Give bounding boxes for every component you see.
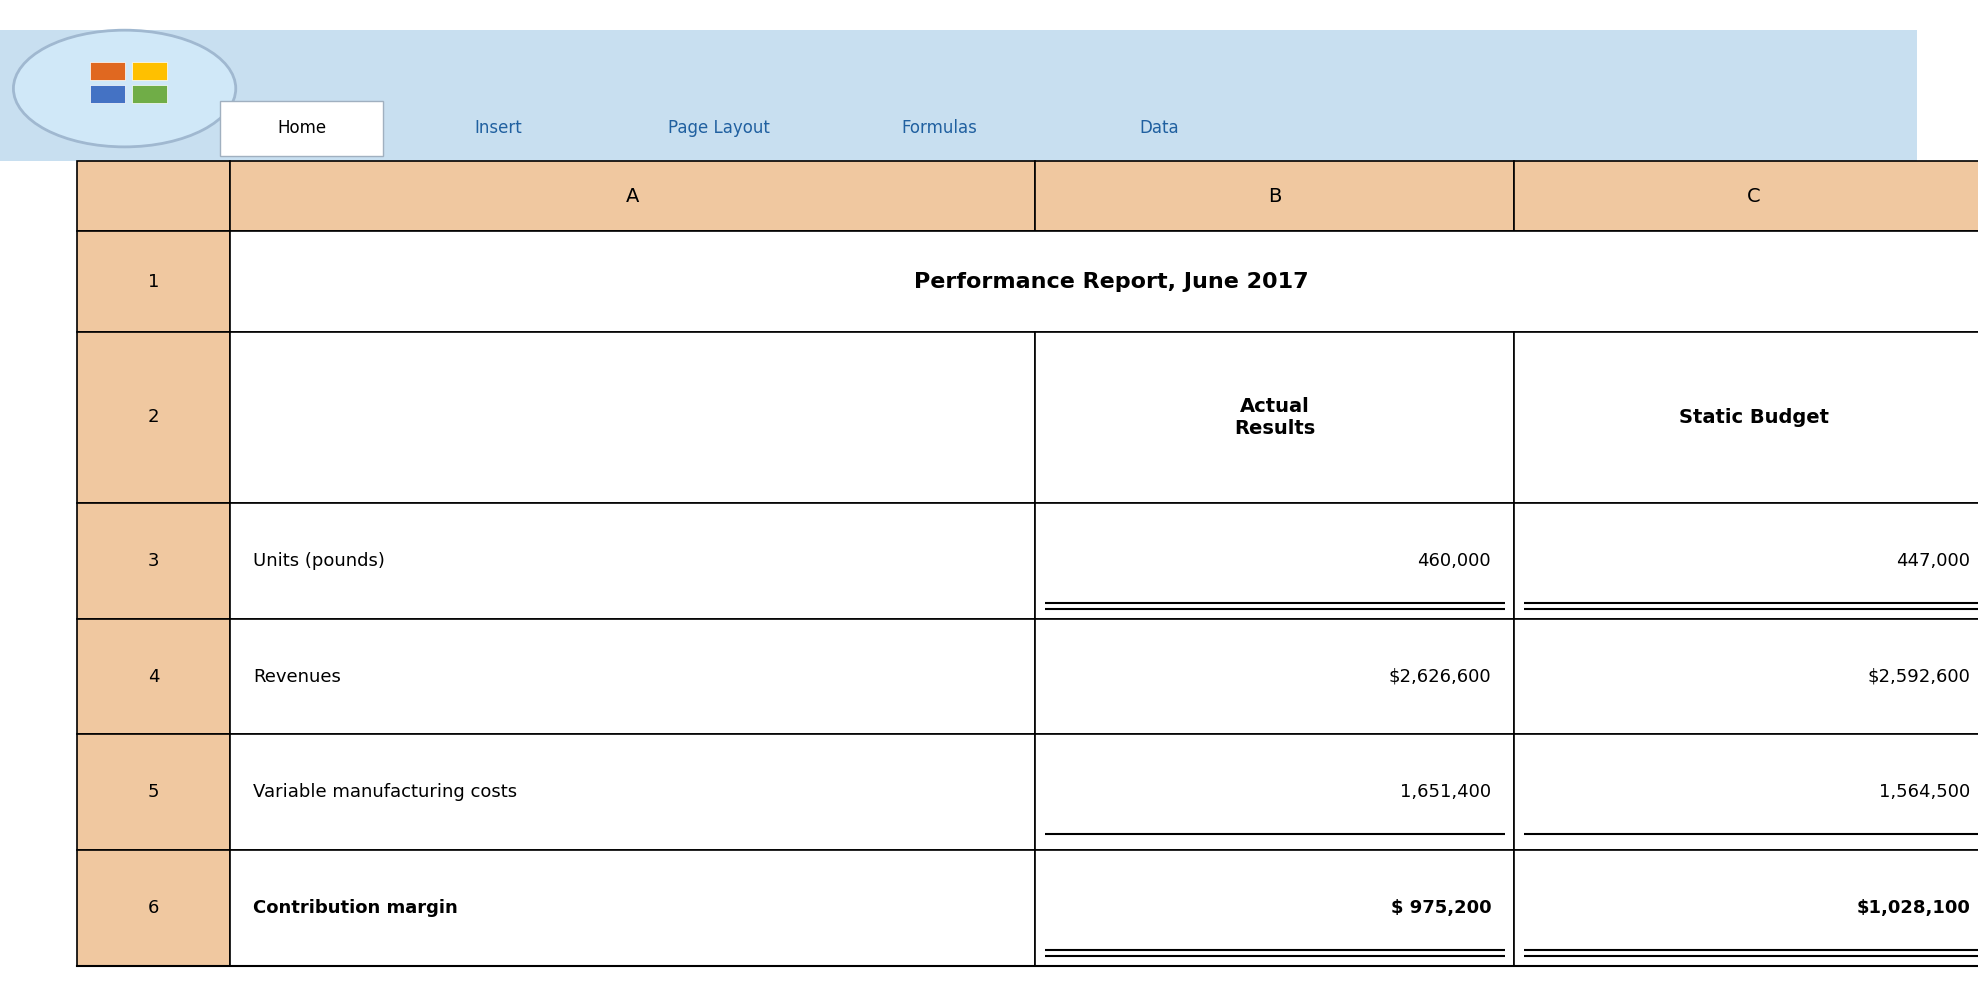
Text: $ 975,200: $ 975,200 — [1391, 899, 1491, 916]
Circle shape — [14, 30, 235, 147]
Bar — [1515, 850, 1978, 966]
Bar — [229, 231, 1978, 332]
Text: A: A — [625, 187, 639, 205]
Bar — [0, 30, 1917, 161]
Text: 3: 3 — [148, 552, 158, 569]
Text: B: B — [1268, 187, 1282, 205]
Bar — [1034, 619, 1515, 734]
Text: Static Budget: Static Budget — [1679, 408, 1830, 427]
Bar — [1034, 850, 1515, 966]
Text: 5: 5 — [148, 784, 158, 801]
Text: Insert: Insert — [475, 119, 522, 137]
Text: 2: 2 — [148, 408, 158, 427]
Text: Formulas: Formulas — [902, 119, 977, 137]
Bar — [77, 619, 229, 734]
Text: 1: 1 — [148, 273, 158, 291]
Bar — [1515, 619, 1978, 734]
Bar — [1034, 332, 1515, 503]
Bar — [1515, 332, 1978, 503]
Bar — [91, 62, 125, 80]
Text: Revenues: Revenues — [253, 668, 340, 685]
Text: $1,028,100: $1,028,100 — [1857, 899, 1970, 916]
Bar — [77, 231, 229, 332]
Bar — [77, 161, 229, 231]
Bar — [77, 332, 229, 503]
Text: 460,000: 460,000 — [1418, 552, 1491, 569]
Text: 447,000: 447,000 — [1897, 552, 1970, 569]
Bar — [1034, 503, 1515, 619]
Text: Data: Data — [1139, 119, 1179, 137]
Text: 1,651,400: 1,651,400 — [1400, 784, 1491, 801]
Bar — [1515, 503, 1978, 619]
Text: Actual
Results: Actual Results — [1234, 397, 1315, 438]
Bar — [220, 101, 384, 156]
Bar — [1515, 734, 1978, 850]
Bar — [229, 503, 1034, 619]
Bar — [229, 332, 1034, 503]
Text: Variable manufacturing costs: Variable manufacturing costs — [253, 784, 516, 801]
Bar — [77, 734, 229, 850]
Text: Performance Report, June 2017: Performance Report, June 2017 — [914, 272, 1309, 292]
Text: 4: 4 — [148, 668, 158, 685]
Text: 6: 6 — [148, 899, 158, 916]
Bar — [229, 619, 1034, 734]
Bar — [229, 850, 1034, 966]
Bar — [133, 85, 166, 103]
Text: 1,564,500: 1,564,500 — [1879, 784, 1970, 801]
Bar — [229, 734, 1034, 850]
Bar — [1515, 161, 1978, 231]
Text: Page Layout: Page Layout — [669, 119, 769, 137]
Bar — [229, 161, 1034, 231]
Bar — [133, 62, 166, 80]
Text: Home: Home — [277, 120, 326, 137]
Bar — [77, 503, 229, 619]
Text: C: C — [1747, 187, 1760, 205]
Text: Contribution margin: Contribution margin — [253, 899, 457, 916]
Bar — [1034, 161, 1515, 231]
Text: $2,626,600: $2,626,600 — [1389, 668, 1491, 685]
Bar — [91, 85, 125, 103]
Text: $2,592,600: $2,592,600 — [1867, 668, 1970, 685]
Bar — [1034, 734, 1515, 850]
Text: Units (pounds): Units (pounds) — [253, 552, 386, 569]
Bar — [77, 850, 229, 966]
